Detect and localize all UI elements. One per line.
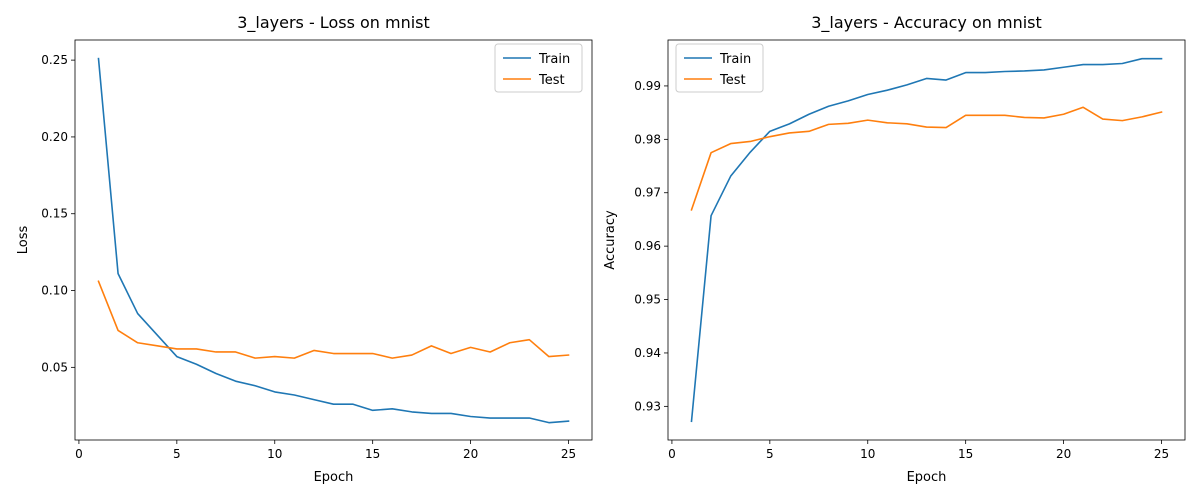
series-line-test <box>97 280 570 359</box>
x-tick-label: 15 <box>365 447 380 461</box>
legend-box <box>675 43 764 93</box>
x-tick-label: 5 <box>173 447 181 461</box>
legend-label-test: Test <box>538 73 565 88</box>
x-tick-label: 0 <box>668 447 676 461</box>
legend: Train Test <box>675 43 764 93</box>
x-tick-label: 10 <box>860 447 875 461</box>
y-tick-label: 0.20 <box>41 130 68 144</box>
y-tick-label: 0.15 <box>41 207 68 221</box>
y-axis-label: Accuracy <box>603 210 618 270</box>
legend-label-test: Test <box>719 73 746 88</box>
y-tick-label: 0.98 <box>634 132 661 146</box>
x-tick-label: 15 <box>958 447 973 461</box>
axes-frame <box>74 39 593 441</box>
y-tick-label: 0.95 <box>634 293 661 307</box>
chart-title: 3_layers - Accuracy on mnist <box>811 13 1042 33</box>
y-tick-label: 0.97 <box>634 186 661 200</box>
x-tick-label: 5 <box>766 447 774 461</box>
series-line-train <box>690 57 1163 423</box>
y-tick-label: 0.05 <box>41 360 68 374</box>
series-line-test <box>690 106 1163 211</box>
y-tick-label: 0.25 <box>41 53 68 67</box>
x-tick-label: 25 <box>1154 447 1169 461</box>
x-axis-label: Epoch <box>907 470 947 485</box>
series-line-train <box>97 57 570 424</box>
legend-box <box>494 43 583 93</box>
y-tick-label: 0.10 <box>41 284 68 298</box>
y-axis-label: Loss <box>16 226 31 255</box>
y-tick-label: 0.96 <box>634 239 661 253</box>
y-tick-label: 0.99 <box>634 79 661 93</box>
y-tick-label: 0.93 <box>634 399 661 413</box>
x-tick-label: 10 <box>267 447 282 461</box>
legend-label-train: Train <box>719 52 751 67</box>
legend: Train Test <box>494 43 583 93</box>
axes-frame <box>667 39 1186 441</box>
chart-title: 3_layers - Loss on mnist <box>237 13 430 33</box>
x-tick-label: 20 <box>1056 447 1071 461</box>
legend-label-train: Train <box>538 52 570 67</box>
x-tick-label: 0 <box>75 447 83 461</box>
chart-loss: 3_layers - Loss on mnist 0 5 10 15 20 25 0.05 0.… <box>16 13 593 485</box>
chart-accuracy: 3_layers - Accuracy on mnist 0 5 10 15 20 25 0.… <box>603 13 1186 485</box>
x-tick-label: 20 <box>463 447 478 461</box>
x-axis-label: Epoch <box>314 470 354 485</box>
x-tick-label: 25 <box>561 447 576 461</box>
y-tick-label: 0.94 <box>634 346 661 360</box>
